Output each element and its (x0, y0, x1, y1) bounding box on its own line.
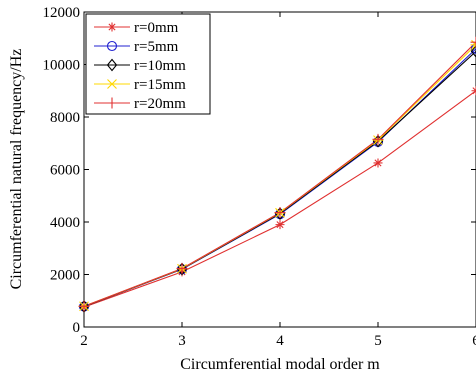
legend-label: r=5mm (134, 39, 179, 55)
marker-plus-point (274, 207, 286, 219)
marker-diamond-point (176, 262, 188, 276)
series-markers (78, 36, 476, 313)
marker-diamond-legend (106, 58, 118, 72)
axis-ticks: 0 2000 4000 6000 8000 10000 12000 2 3 4 5 6 (43, 5, 476, 349)
y-tick-label: 10000 (43, 58, 81, 74)
marker-plus-point (470, 36, 476, 48)
x-tick-label: 4 (276, 333, 284, 349)
y-tick-label: 2000 (50, 268, 80, 284)
x-axis-label: Circumferential modal order m (180, 356, 380, 373)
legend-label: r=20mm (134, 96, 186, 112)
legend-label: r=0mm (134, 20, 179, 36)
y-tick-label: 12000 (43, 5, 81, 21)
legend-label: r=15mm (134, 77, 186, 93)
marker-circle-legend (106, 40, 118, 52)
marker-x-legend (106, 79, 118, 89)
y-tick-label: 0 (73, 320, 81, 336)
marker-diamond-point (78, 300, 90, 313)
y-tick-label: 8000 (50, 110, 80, 126)
marker-star-point (373, 158, 383, 168)
marker-diamond-point (274, 207, 286, 220)
marker-star-legend (107, 22, 117, 32)
y-tick-label: 4000 (50, 215, 80, 231)
marker-plus-point (176, 262, 188, 274)
y-axis-label: Circumferential natural frequency/Hz (8, 49, 25, 290)
legend: r=0mm r=5mm r=10mm r=15mm r=20mm (85, 13, 211, 115)
marker-star-point (275, 220, 285, 230)
x-tick-label: 5 (374, 333, 382, 349)
marker-plus-legend (106, 97, 118, 109)
x-tick-label: 6 (472, 333, 476, 349)
y-tick-label: 6000 (50, 163, 80, 179)
legend-box (85, 13, 211, 115)
marker-plus-point (78, 300, 90, 312)
x-tick-label: 2 (80, 333, 88, 349)
legend-label: r=10mm (134, 58, 186, 74)
marker-plus-point (372, 133, 384, 145)
marker-diamond-point (470, 45, 476, 58)
x-tick-label: 3 (178, 333, 186, 349)
